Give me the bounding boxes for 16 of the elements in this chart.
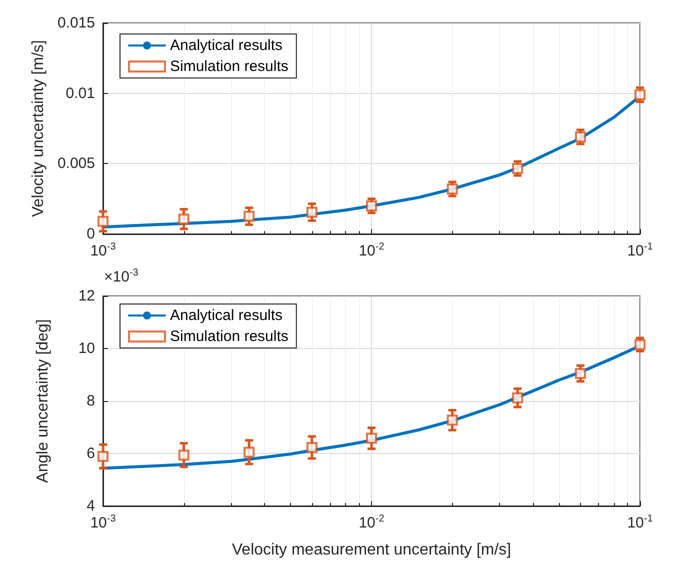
y-tick-label: 8 (86, 392, 95, 410)
y-axis-title: Angle uncertainty [deg] (34, 319, 52, 483)
legend-label: Analytical results (170, 37, 283, 54)
y-tick-label: 0.01 (66, 84, 95, 102)
legend-label: Analytical results (170, 307, 283, 324)
y-tick-label: 0 (86, 226, 95, 242)
legend-label: Simulation results (170, 58, 288, 75)
y-tick-label: 6 (86, 445, 95, 462)
y-tick-label: 0.015 (57, 14, 95, 32)
y-tick-label: 4 (86, 498, 95, 514)
y-axis-title: Velocity uncertainty [m/s] (30, 40, 48, 217)
y-tick-label: 10 (78, 340, 95, 357)
x-axis-title: Velocity measurement uncertainty [m/s] (232, 542, 512, 558)
legend-label: Simulation results (170, 328, 288, 345)
y-tick-label: 0.005 (57, 155, 95, 172)
y-tick-label: 12 (78, 288, 95, 304)
